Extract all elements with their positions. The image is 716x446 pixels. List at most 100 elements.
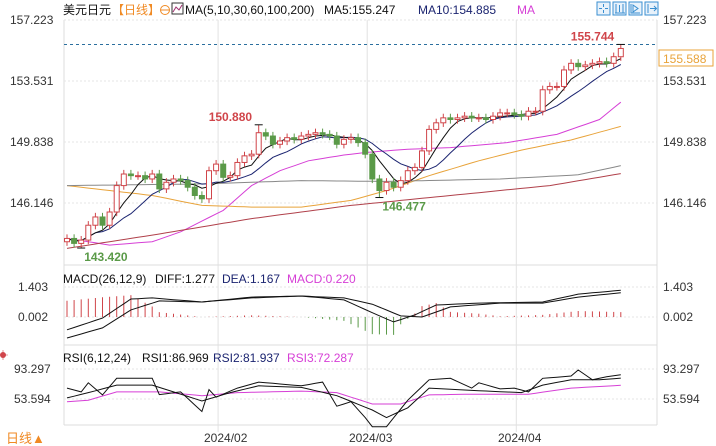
candle-body (120, 173, 127, 187)
candle-body (546, 85, 553, 91)
candle (411, 163, 418, 175)
crosshair-icon[interactable] (596, 1, 611, 16)
candle (468, 112, 475, 122)
candle (454, 113, 461, 124)
candle-body (127, 173, 134, 177)
candle (170, 174, 177, 187)
ma200-line (66, 173, 621, 249)
exit-icon[interactable] (644, 1, 659, 16)
macd-diff-line (66, 289, 621, 331)
ma5-value: MA5:155.247 (324, 3, 396, 17)
indicator-settings-icon[interactable] (0, 350, 8, 360)
candle (113, 181, 120, 217)
candle-body (213, 163, 220, 172)
y-tick-left-3: 146.146 (10, 196, 54, 210)
candle (532, 107, 539, 116)
candle (149, 169, 156, 184)
candle (553, 82, 560, 91)
candle-body (255, 132, 262, 155)
candle-body (582, 64, 589, 68)
candle-body (539, 89, 546, 112)
play-icon[interactable] (628, 1, 643, 16)
candle (589, 59, 596, 70)
candle-body (461, 115, 468, 119)
candle (64, 234, 70, 246)
x-tick-feb: 2024/02 (204, 431, 248, 445)
macd-dea-value: DEA:1.167 (222, 272, 280, 286)
candle (497, 108, 504, 121)
candle (482, 113, 489, 124)
candle-body (553, 85, 560, 88)
candle (156, 169, 163, 194)
candle (518, 110, 525, 121)
y-tick-left-0: 157.223 (10, 13, 54, 27)
candle (319, 128, 326, 139)
rsi-tick-left-0: 93.297 (14, 362, 51, 376)
chart-type-icon[interactable] (171, 2, 184, 15)
candle (504, 108, 511, 118)
macd-panel (66, 289, 622, 339)
candle-body (518, 114, 525, 117)
x-tick-mar: 2024/03 (349, 431, 393, 445)
candle-body (411, 166, 418, 172)
ma-more-value: MA (517, 3, 535, 17)
candle-body (454, 117, 461, 120)
candle-body (319, 132, 326, 135)
candle-body (284, 137, 291, 142)
rsi-title: RSI(6,12,24) (63, 351, 131, 365)
macd-tick-left-0: 1.403 (18, 280, 48, 294)
candle-body (511, 112, 518, 116)
candle-body (177, 178, 184, 182)
rsi2-value: RSI2:81.937 (213, 351, 280, 365)
ma10-line (66, 64, 622, 242)
candle (383, 178, 390, 195)
candle (269, 131, 276, 149)
candle (78, 235, 85, 249)
candle (490, 112, 496, 124)
candle-body (610, 56, 617, 64)
rsi-panel (66, 369, 621, 428)
candle-mode-icon[interactable] (612, 1, 627, 16)
candle (184, 176, 191, 192)
candle-body (504, 112, 511, 115)
candle (71, 234, 78, 248)
candle-body (206, 170, 212, 200)
candle (376, 174, 383, 198)
low-price-label: 146.477 (382, 200, 426, 214)
candle (610, 52, 617, 68)
candle-body (305, 133, 312, 137)
macd-tick-right-1: 0.002 (663, 310, 693, 324)
candle-body (404, 170, 411, 182)
candle (312, 128, 319, 139)
price-panel: 143.420 150.880 146.477 155.744 (64, 29, 657, 264)
period-label[interactable]: 【日线】 (112, 3, 160, 17)
candle (397, 176, 404, 192)
candle (525, 107, 532, 121)
candle (511, 108, 518, 119)
candle-body (198, 194, 205, 200)
candle-body (85, 224, 92, 241)
candle-body (326, 133, 333, 137)
candle (234, 158, 241, 180)
candle (426, 125, 433, 156)
candle (433, 118, 440, 134)
current-price-label: 155.588 (663, 52, 707, 66)
candle-body (170, 178, 177, 183)
ma-params: MA(5,10,30,60,100,200) (185, 3, 314, 17)
settings-icon[interactable] (160, 5, 170, 15)
candle-body (362, 142, 369, 155)
candle-body (269, 135, 276, 145)
candle-body (333, 135, 340, 145)
candle (241, 151, 248, 167)
candle-body (135, 175, 141, 178)
ma60-line (66, 125, 621, 208)
candle (298, 131, 305, 144)
candle-body (383, 181, 390, 192)
rsi1-value: RSI1:86.969 (142, 351, 209, 365)
period-switch-button[interactable]: 日线▲ (6, 431, 45, 446)
candle (596, 57, 603, 68)
candle-body (397, 180, 404, 188)
candle (582, 60, 589, 71)
y-tick-right-1: 153.531 (663, 74, 707, 88)
